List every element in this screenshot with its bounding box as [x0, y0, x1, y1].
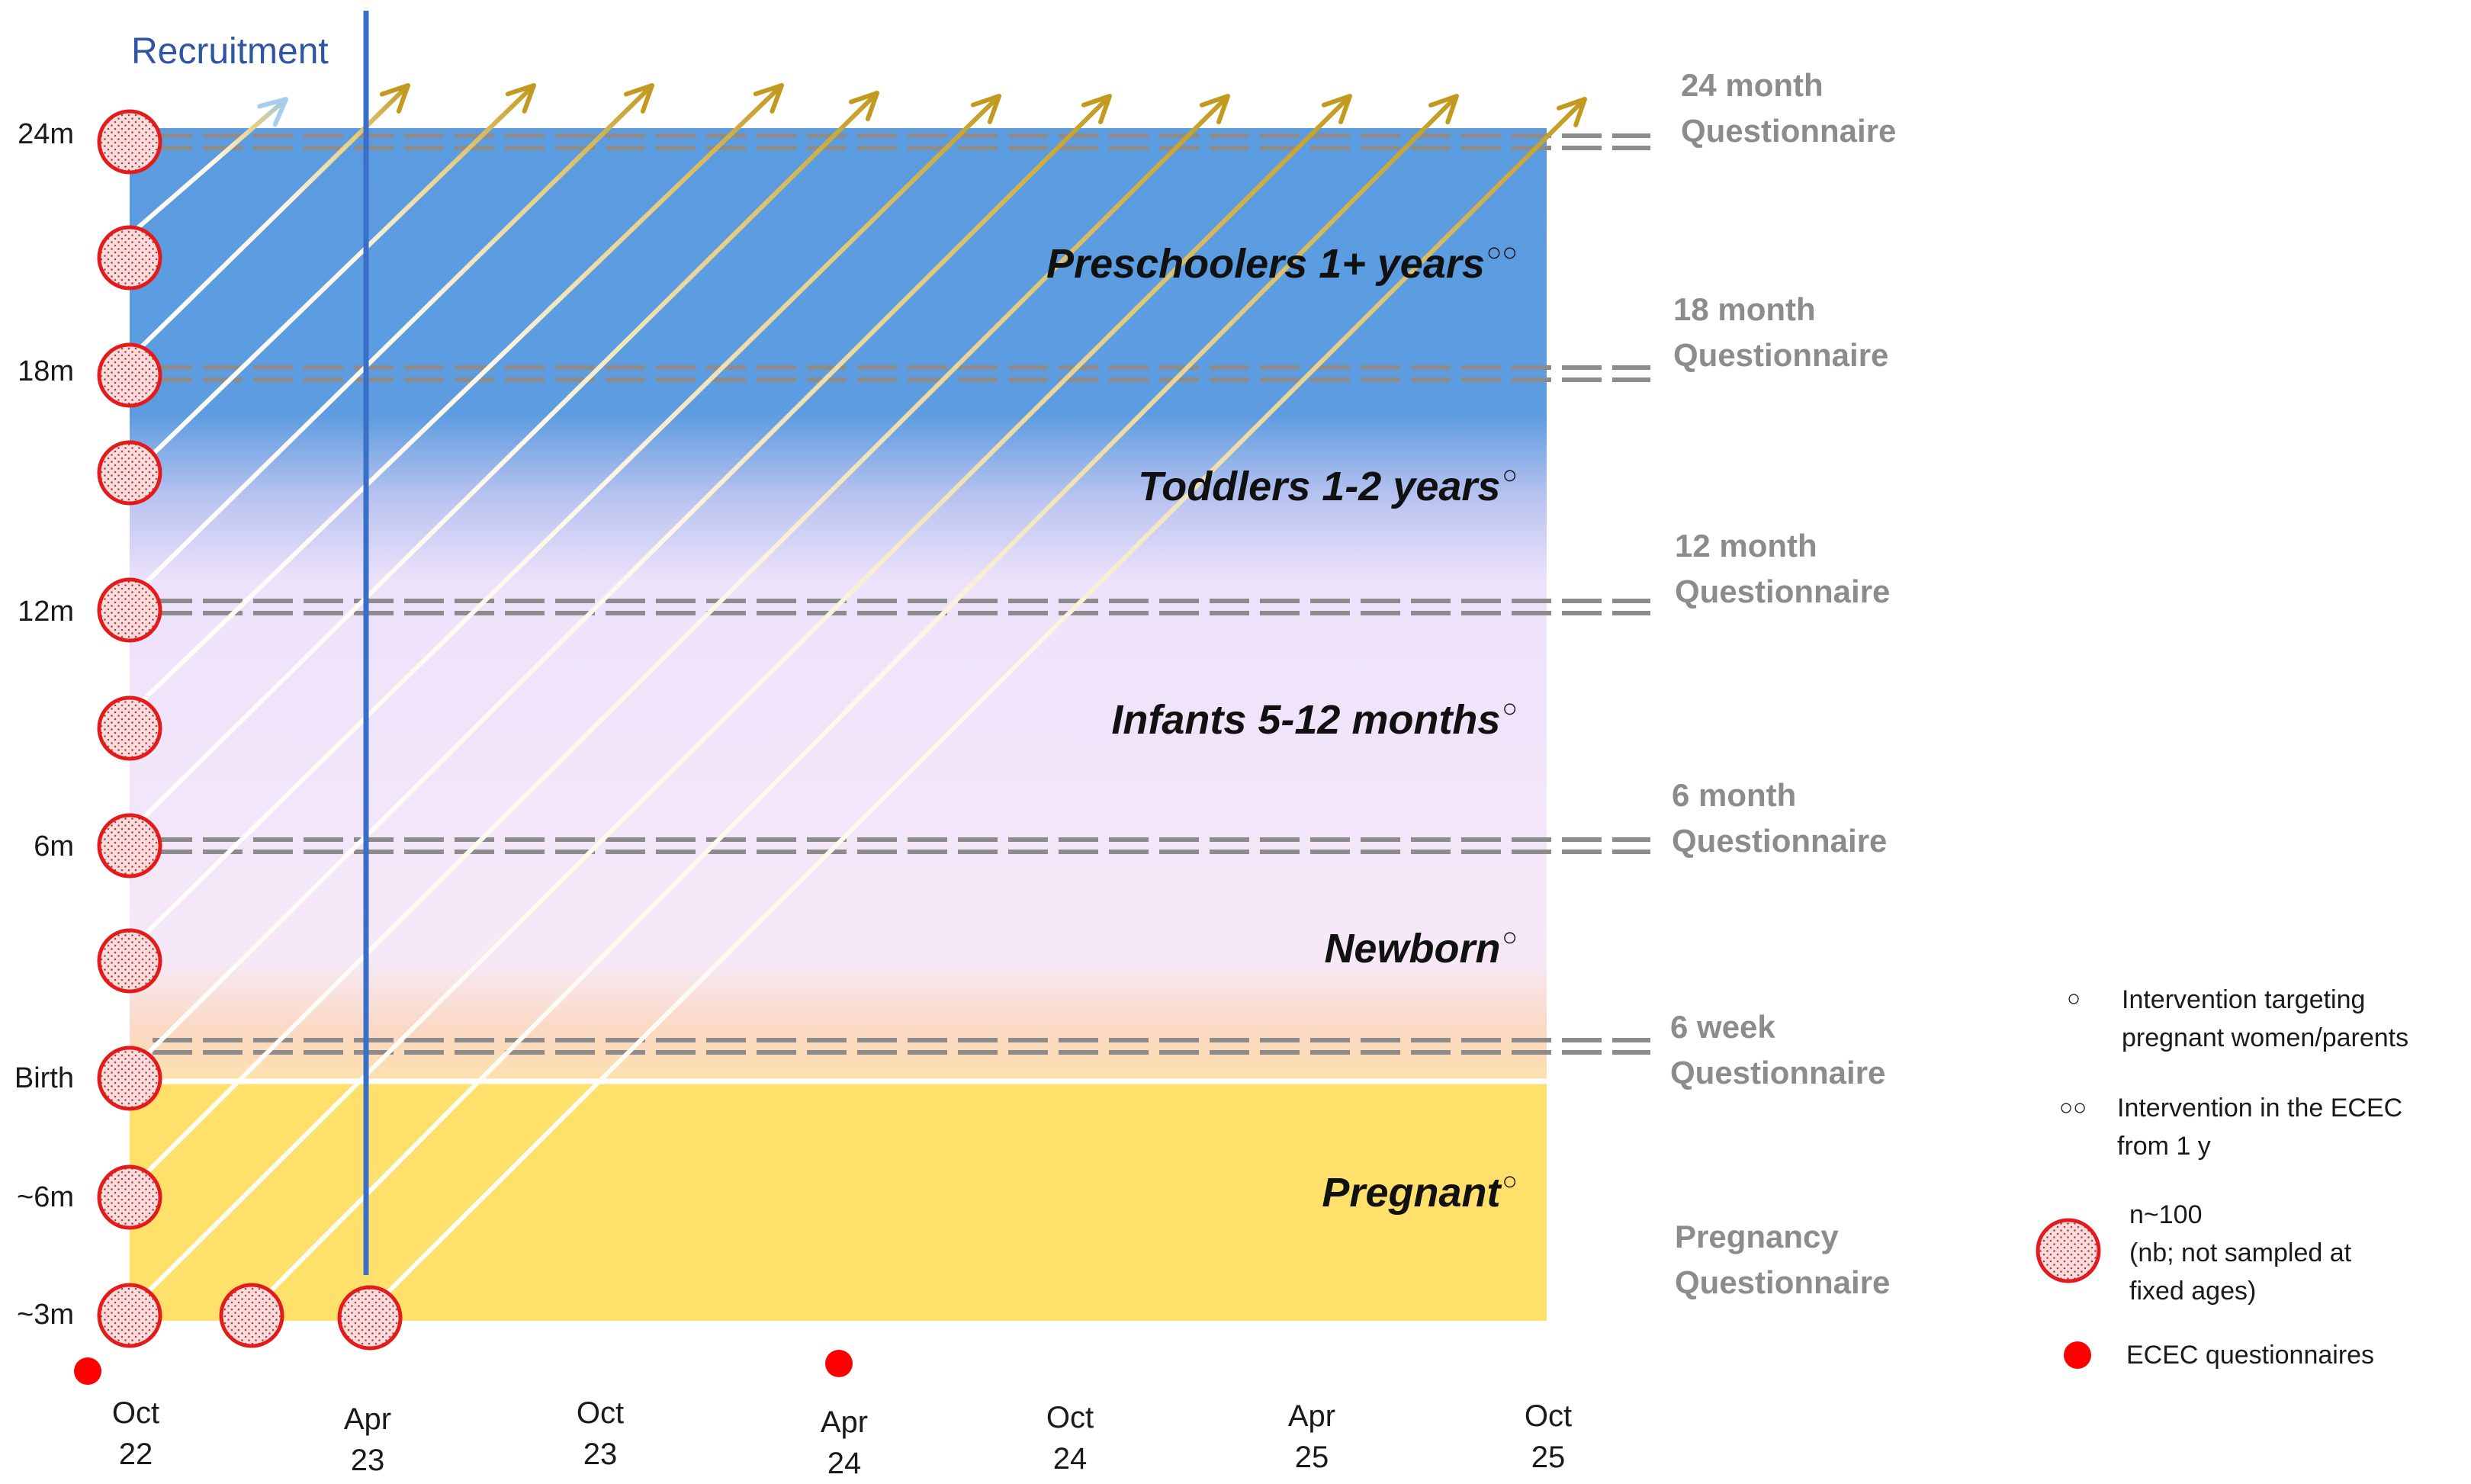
phase-newborn: Newborn○ [1324, 923, 1518, 972]
phase-pregnant: Pregnant○ [1322, 1167, 1518, 1216]
questionnaire-6-month: 6 month Questionnaire [1672, 777, 1888, 859]
y-tick-birth: Birth [14, 1062, 74, 1094]
sample-circle-icon [97, 342, 162, 408]
arrowhead-icon [848, 91, 879, 121]
x-tick-apr-23: Apr 23 [343, 1402, 392, 1477]
y-tick-12m: 12m [18, 596, 74, 628]
progression-arrow [127, 91, 879, 834]
red-dot-icon [2064, 1341, 2091, 1369]
arrowhead-icon [505, 83, 536, 114]
phase-preschoolers-mark: ○○ [1486, 238, 1518, 267]
arrowhead-icon [753, 83, 784, 114]
phase-pregnant-mark: ○ [1502, 1167, 1518, 1196]
legend-sample-size-text: n~100 (nb; not sampled at fixed ages) [2129, 1200, 2352, 1306]
progression-arrow [128, 97, 288, 237]
phase-preschoolers: Preschoolers 1+ years○○ [1046, 238, 1518, 287]
x-tick-oct-22: Oct 22 [111, 1396, 160, 1471]
progression-arrow [127, 94, 1001, 952]
progression-arrow [368, 97, 1587, 1312]
phase-toddlers-label: Toddlers 1-2 years [1138, 464, 1501, 509]
progression-arrow [127, 83, 654, 601]
progression-arrow [127, 94, 1230, 1192]
phase-infants-mark: ○ [1502, 694, 1518, 723]
questionnaire-pregnancy: Pregnancy Questionnaire [1675, 1219, 1891, 1300]
phase-toddlers: Toddlers 1-2 years○ [1138, 461, 1518, 510]
sample-circle-icon [97, 577, 162, 643]
legend-double-circle-icon: ○○ [2059, 1095, 2087, 1120]
sample-circle-icon [97, 695, 162, 761]
recruitment-label: Recruitment [131, 31, 329, 72]
arrowhead-icon [1321, 94, 1352, 124]
x-tick-oct-24: Oct 24 [1046, 1401, 1094, 1476]
y-tick-pregnancy-6m: ~6m [17, 1181, 74, 1213]
phase-preschoolers-label: Preschoolers 1+ years [1046, 241, 1485, 287]
x-tick-apr-25: Apr 25 [1287, 1399, 1336, 1474]
questionnaire-6-week: 6 week Questionnaire [1670, 1009, 1886, 1091]
sample-circle-icon [97, 225, 162, 291]
sample-circle-icon [337, 1285, 403, 1351]
arrowhead-icon [257, 97, 288, 127]
arrowhead-icon [1199, 94, 1230, 124]
red-dot-icon [825, 1350, 853, 1377]
sample-circle-icon [2036, 1218, 2101, 1283]
arrowhead-icon [623, 83, 654, 114]
x-tick-oct-23: Oct 23 [576, 1396, 625, 1471]
phase-newborn-label: Newborn [1324, 926, 1501, 972]
y-tick-24m: 24m [18, 118, 74, 150]
phase-infants: Infants 5-12 months○ [1111, 694, 1518, 744]
questionnaire-12-month: 12 month Questionnaire [1675, 528, 1891, 609]
progression-arrow [127, 83, 784, 715]
progression-arrow [127, 83, 536, 479]
arrowhead-icon [970, 94, 1001, 124]
legend-ecec-questionnaires-text: ECEC questionnaires [2126, 1341, 2375, 1370]
progression-arrow [127, 94, 1352, 1312]
progression-arrow [249, 94, 1459, 1312]
sample-circle-icon [97, 1046, 162, 1111]
legend-single-circle-icon: ○ [2067, 986, 2081, 1011]
sample-circle-icon [219, 1283, 284, 1348]
phase-toddlers-mark: ○ [1502, 461, 1518, 490]
progression-arrow [127, 94, 1112, 1074]
x-tick-oct-25: Oct 25 [1524, 1399, 1573, 1474]
questionnaire-24-month: 24 month Questionnaire [1681, 67, 1897, 149]
arrowhead-icon [1081, 94, 1112, 124]
arrowhead-icon [1428, 94, 1459, 125]
progression-arrow [127, 83, 410, 361]
sample-circle-icon [97, 928, 162, 994]
legend-parents-intervention-text: Intervention targeting pregnant women/pa… [2122, 985, 2409, 1052]
red-dot-icon [74, 1357, 101, 1385]
x-tick-apr-24: Apr 24 [820, 1405, 869, 1480]
arrowhead-icon [1556, 97, 1587, 127]
arrowhead-icon [379, 83, 410, 114]
sample-circle-icon [97, 440, 162, 506]
sample-circle-icon [97, 1164, 162, 1230]
y-tick-6m: 6m [34, 830, 74, 862]
phase-newborn-mark: ○ [1502, 923, 1518, 952]
sample-circle-icon [97, 813, 162, 879]
sample-circle-icon [97, 109, 162, 175]
legend-ecec-intervention-text: Intervention in the ECEC from 1 y [2117, 1094, 2403, 1161]
y-tick-pregnancy-3m: ~3m [17, 1299, 74, 1331]
phase-pregnant-label: Pregnant [1322, 1170, 1501, 1216]
y-tick-18m: 18m [18, 355, 74, 387]
sample-circle-icon [97, 1283, 162, 1348]
questionnaire-18-month: 18 month Questionnaire [1673, 291, 1889, 373]
phase-infants-label: Infants 5-12 months [1111, 697, 1501, 743]
